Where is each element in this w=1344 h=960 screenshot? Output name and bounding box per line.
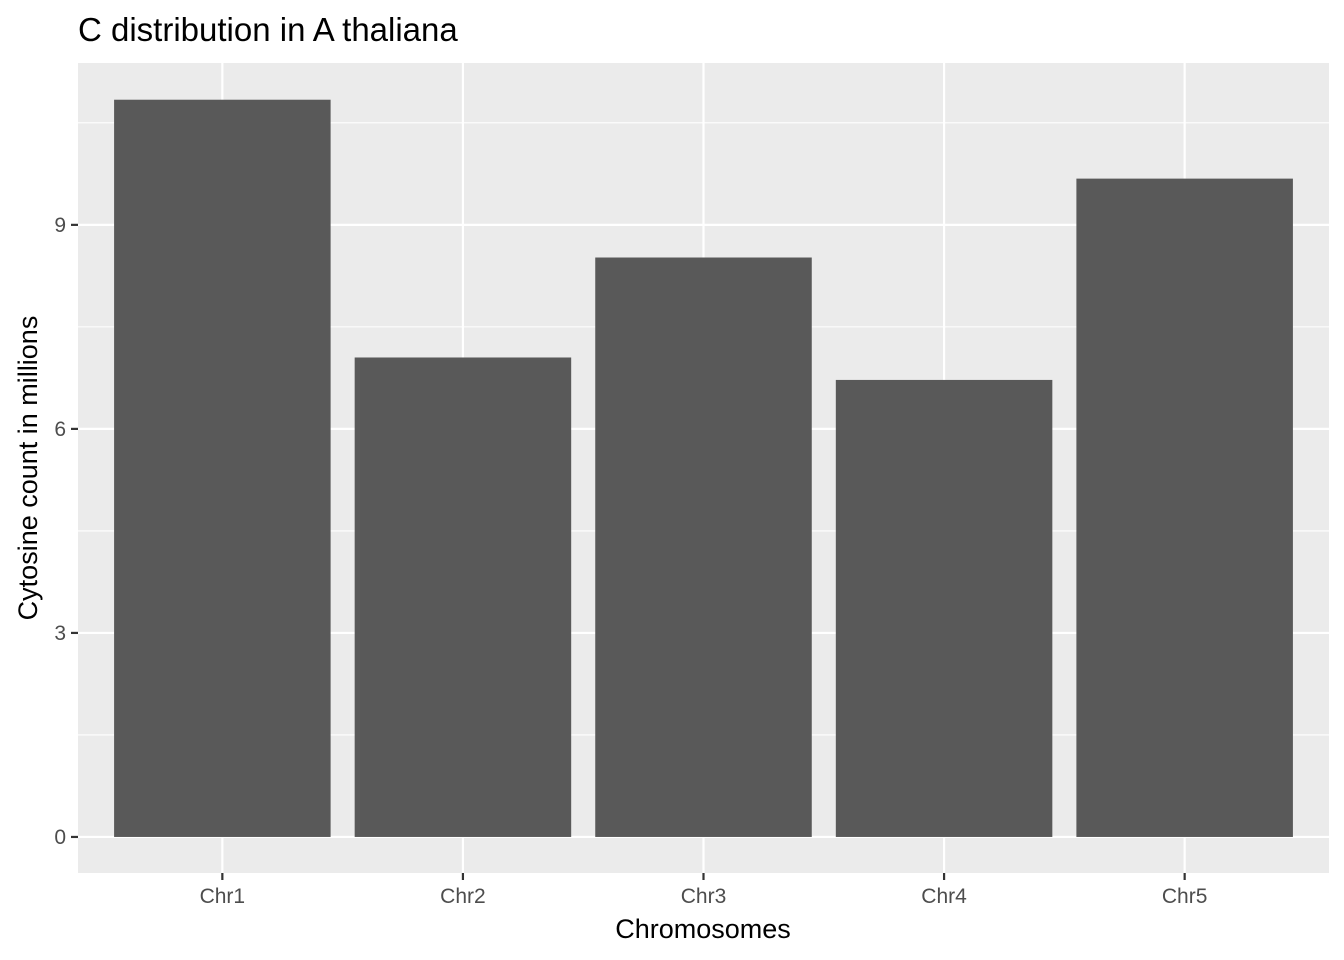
x-tick-label: Chr5 <box>1162 885 1208 908</box>
x-tick-label: Chr4 <box>921 885 967 908</box>
y-tick-label: 9 <box>54 214 66 237</box>
bar-chr5 <box>1076 178 1293 837</box>
y-tick-label: 0 <box>54 826 66 849</box>
x-axis: Chr1 Chr2 Chr3 Chr4 Chr5 <box>200 873 1208 908</box>
x-tick-label: Chr2 <box>440 885 486 908</box>
y-axis-title: Cytosine count in millions <box>13 316 43 621</box>
bar-chr3 <box>595 257 812 837</box>
chart-title: C distribution in A thaliana <box>78 11 458 48</box>
x-axis-title: Chromosomes <box>615 914 791 944</box>
bar-chr4 <box>835 379 1053 837</box>
y-axis: 0 3 6 9 <box>54 214 78 849</box>
y-tick-label: 3 <box>54 622 66 645</box>
x-tick-label: Chr3 <box>681 885 727 908</box>
y-tick-label: 6 <box>54 418 66 441</box>
bars <box>114 99 1293 837</box>
bar-chr2 <box>354 357 572 837</box>
x-tick-label: Chr1 <box>200 885 246 908</box>
bar-chr1 <box>114 99 331 837</box>
